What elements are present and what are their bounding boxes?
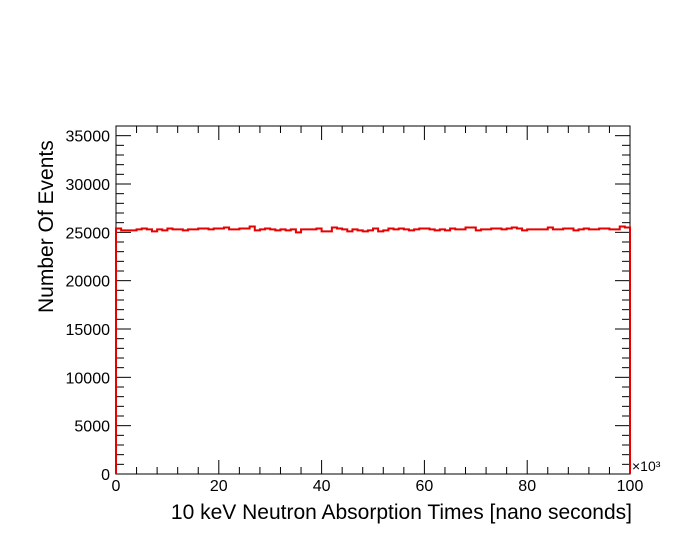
y-tick-label: 30000 — [66, 177, 111, 194]
y-axis: 0 5000 10000 15000 20000 25000 30000 35000 — [66, 125, 630, 484]
y-tick-label: 20000 — [66, 274, 111, 291]
y-tick-label: 35000 — [66, 129, 111, 146]
x-tick-label: 60 — [416, 478, 434, 495]
x-axis: 0 20 40 60 80 100 — [112, 126, 644, 495]
x-tick-label: 20 — [210, 478, 228, 495]
x-axis-title: 10 keV Neutron Absorption Times [nano se… — [171, 501, 632, 524]
histogram-series-line — [115, 225, 631, 474]
y-axis-title: Number Of Events — [35, 140, 58, 313]
x-tick-label: 100 — [617, 478, 644, 495]
y-tick-label: 10000 — [66, 370, 111, 387]
y-tick-label: 5000 — [74, 419, 110, 436]
y-tick-label: 15000 — [66, 322, 111, 339]
x-tick-label: 80 — [518, 478, 536, 495]
x-axis-exponent-label: ×10³ — [632, 458, 661, 474]
x-tick-label: 0 — [112, 478, 121, 495]
x-tick-label: 40 — [313, 478, 331, 495]
y-tick-label: 25000 — [66, 225, 111, 242]
plot-frame — [115, 125, 631, 475]
y-tick-label: 0 — [101, 467, 110, 484]
